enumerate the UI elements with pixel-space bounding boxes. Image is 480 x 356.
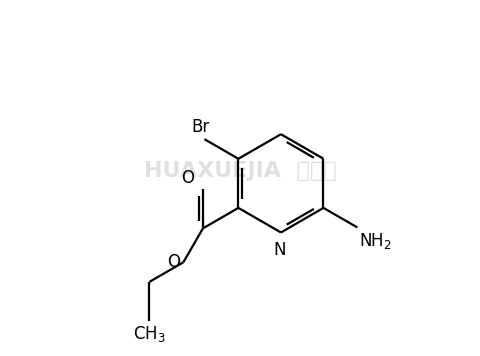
Text: Br: Br: [192, 118, 210, 136]
Text: NH$_2$: NH$_2$: [359, 231, 392, 251]
Text: O: O: [181, 169, 194, 187]
Text: N: N: [273, 241, 286, 260]
Text: HUAXUEJIA  化学加: HUAXUEJIA 化学加: [144, 161, 336, 181]
Text: CH$_3$: CH$_3$: [133, 324, 166, 344]
Text: O: O: [168, 252, 180, 271]
